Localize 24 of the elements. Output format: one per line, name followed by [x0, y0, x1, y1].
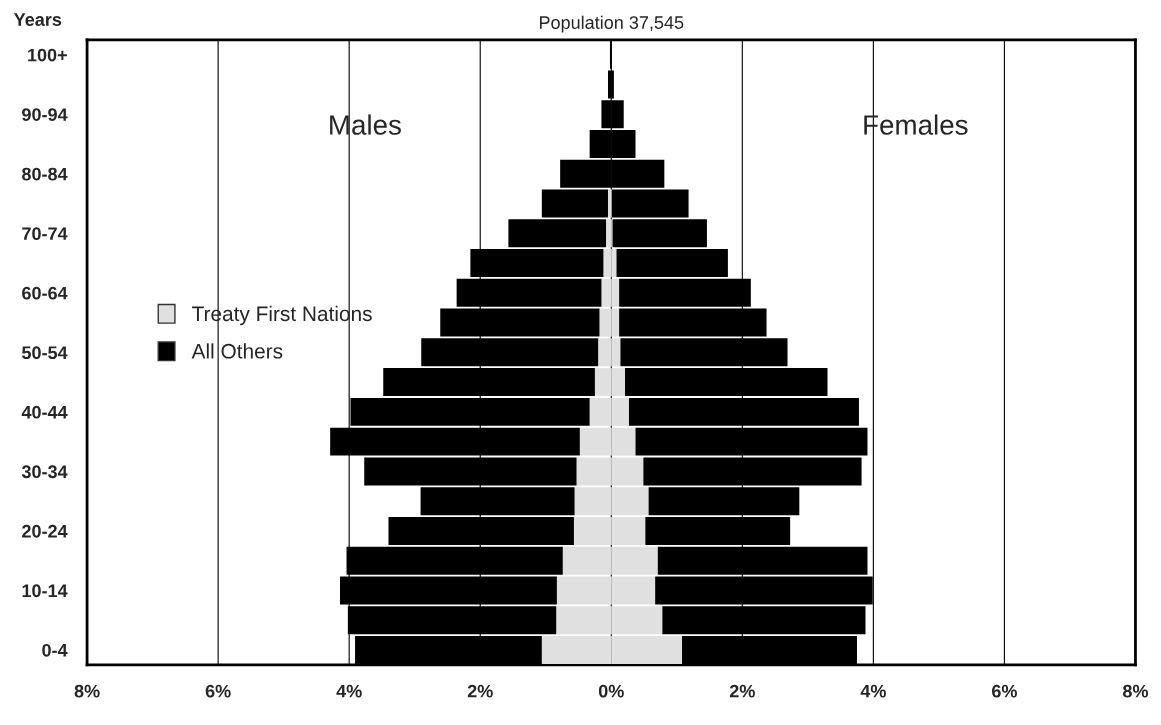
- y-axis-title: Years: [14, 13, 62, 26]
- chart-title: Population 37,545: [539, 15, 684, 33]
- x-tick-label: 2%: [467, 684, 493, 698]
- x-tick-label: 6%: [205, 684, 231, 698]
- y-tick-label: 60-64: [22, 286, 68, 300]
- y-tick-label: 30-34: [21, 465, 68, 479]
- legend-label: All Others: [191, 343, 283, 359]
- y-tick-label: 10-14: [22, 584, 68, 598]
- x-tick-label: 4%: [336, 684, 362, 698]
- x-tick-label: 0%: [598, 684, 624, 698]
- bar: [616, 249, 728, 278]
- x-tick-label: 8%: [1122, 684, 1149, 698]
- x-tick-label: 2%: [729, 684, 755, 698]
- y-tick-label: 100+: [28, 48, 67, 62]
- y-tick-label: 20-24: [22, 524, 68, 538]
- y-tick-label: 40-44: [21, 405, 68, 419]
- x-tick-label: 4%: [860, 684, 886, 698]
- y-tick-label: 70-74: [22, 227, 68, 241]
- x-tick-label: 8%: [74, 684, 100, 698]
- y-tick-label: 90-94: [22, 108, 68, 121]
- x-tick-label: 6%: [992, 684, 1017, 698]
- y-tick-label: 0-4: [42, 643, 68, 657]
- y-tick-label: 50-54: [22, 346, 68, 360]
- y-tick-label: 80-84: [22, 167, 68, 181]
